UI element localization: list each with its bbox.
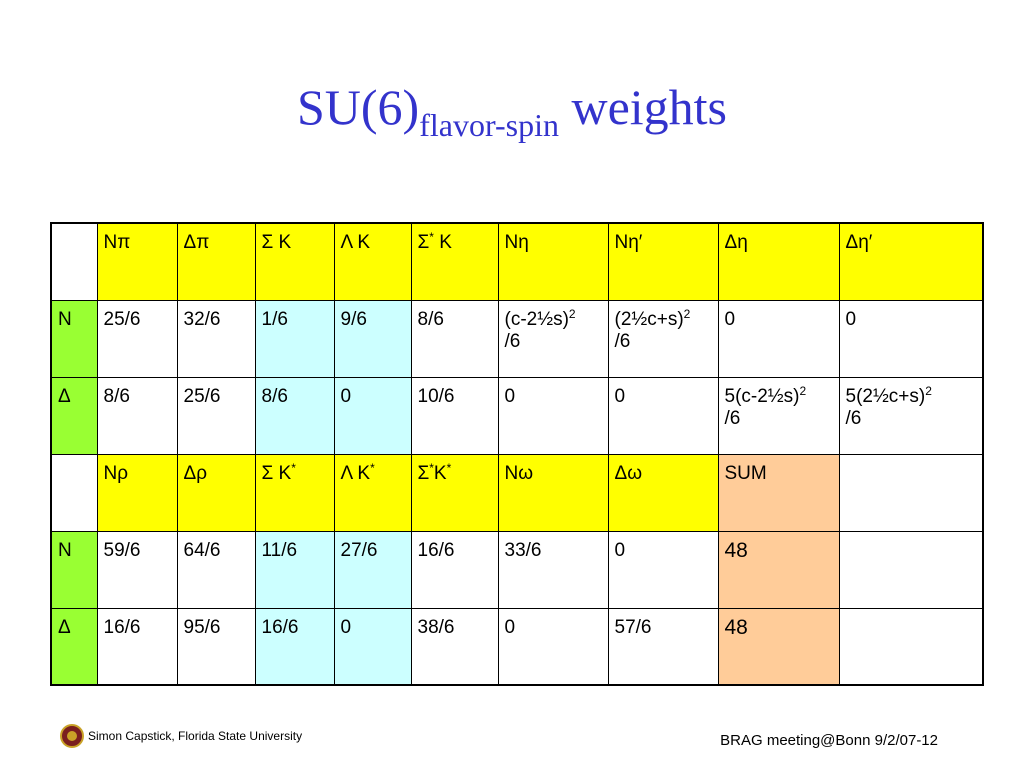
table-cell: 5(c-2½s)2/6 <box>717 376 840 455</box>
table-cell: Δη <box>717 222 840 301</box>
footer-left: Simon Capstick, Florida State University <box>60 724 302 748</box>
cell-text: Σ <box>417 462 430 484</box>
cell-sup: 2 <box>683 306 691 321</box>
table-cell: Nρ <box>96 453 178 532</box>
cell-text: /6 <box>845 407 862 429</box>
title-sub: flavor-spin <box>419 107 559 143</box>
cell-text: /6 <box>504 330 521 352</box>
table-cell: 0 <box>607 530 719 609</box>
cell-text: Λ K <box>340 462 371 484</box>
table-row: N 59/6 64/6 11/6 27/6 16/6 33/6 0 48 <box>50 530 984 609</box>
table-cell: Δπ <box>176 222 256 301</box>
table-cell <box>50 222 98 301</box>
table-cell: 0 <box>607 376 719 455</box>
table-cell: 8/6 <box>410 299 499 378</box>
table-row: Δ 8/6 25/6 8/6 0 10/6 0 0 5(c-2½s)2/6 5(2½c+s)2/6 <box>50 376 984 455</box>
table-cell: Δω <box>607 453 719 532</box>
table-cell: 25/6 <box>96 299 178 378</box>
cell-sup: 2 <box>799 383 807 398</box>
table-cell: Δρ <box>176 453 256 532</box>
table-cell: 8/6 <box>96 376 178 455</box>
table-cell <box>838 453 984 532</box>
table-cell: Nη′ <box>607 222 719 301</box>
cell-sup: * <box>291 460 296 475</box>
cell-text: (c-2½s) <box>504 308 569 330</box>
table-cell <box>838 530 984 609</box>
table-cell: Δ <box>50 607 98 686</box>
table-cell: 0 <box>497 376 609 455</box>
cell-text: /6 <box>724 407 741 429</box>
table-cell: 0 <box>497 607 609 686</box>
logo <box>60 724 84 748</box>
table-cell: 48 <box>717 530 840 609</box>
table-cell: Δη′ <box>838 222 984 301</box>
cell-text: K <box>433 462 447 484</box>
cell-text: Σ K <box>261 462 292 484</box>
cell-sup: * <box>429 460 434 475</box>
table-cell: 0 <box>333 376 412 455</box>
table-cell: 11/6 <box>254 530 335 609</box>
table-cell: 5(2½c+s)2/6 <box>838 376 984 455</box>
footer-author: Simon Capstick, Florida State University <box>88 729 303 743</box>
table-row: Δ 16/6 95/6 16/6 0 38/6 0 57/6 48 <box>50 607 984 686</box>
cell-text: K <box>433 232 452 253</box>
table-cell: 0 <box>717 299 840 378</box>
table-cell: Nη <box>497 222 609 301</box>
cell-sup: * <box>446 460 452 475</box>
table-cell: Nπ <box>96 222 178 301</box>
table-cell: 64/6 <box>176 530 256 609</box>
table-cell: 32/6 <box>176 299 256 378</box>
table-cell: 16/6 <box>254 607 335 686</box>
cell-text: /6 <box>614 330 631 352</box>
title-tail: weights <box>571 79 728 135</box>
table-cell: 33/6 <box>497 530 609 609</box>
table-cell: 57/6 <box>607 607 719 686</box>
table-cell: 9/6 <box>333 299 412 378</box>
table-cell: 27/6 <box>333 530 412 609</box>
cell-text: (2½c+s) <box>614 308 684 330</box>
table-cell: 16/6 <box>96 607 178 686</box>
table-cell: Δ <box>50 376 98 455</box>
table-cell: 10/6 <box>410 376 499 455</box>
table-cell: 8/6 <box>254 376 335 455</box>
table-row: N 25/6 32/6 1/6 9/6 8/6 (c-2½s)2/6 (2½c+s)2/6 0 0 <box>50 299 984 378</box>
table-cell: 0 <box>333 607 412 686</box>
table-cell: (c-2½s)2/6 <box>497 299 609 378</box>
table-cell: Σ K <box>254 222 335 301</box>
table-cell: 48 <box>717 607 840 686</box>
table-row: Nρ Δρ Σ K* Λ K* Σ*K* Nω Δω SUM <box>50 453 984 532</box>
table-cell: 16/6 <box>410 530 499 609</box>
cell-sup: 2 <box>568 306 576 321</box>
table-cell: Σ*K* <box>410 453 499 532</box>
cell-text: 5(c-2½s) <box>724 385 800 407</box>
table-cell: 59/6 <box>96 530 178 609</box>
title-main: SU(6) <box>296 79 420 135</box>
table-cell: 1/6 <box>254 299 335 378</box>
table-cell: 95/6 <box>176 607 256 686</box>
table-cell: Λ K <box>333 222 412 301</box>
table-cell: SUM <box>717 453 840 532</box>
table-cell: 0 <box>838 299 984 378</box>
table-cell: 25/6 <box>176 376 256 455</box>
cell-text: 5(2½c+s) <box>845 385 926 407</box>
footer-meeting: BRAG meeting@Bonn 9/2/07-12 <box>720 732 938 749</box>
table-cell: Σ K* <box>254 453 335 532</box>
table-cell: N <box>50 299 98 378</box>
table-cell: Λ K* <box>333 453 412 532</box>
table-cell: 38/6 <box>410 607 499 686</box>
table-cell: Nω <box>497 453 609 532</box>
cell-sup: 2 <box>925 383 932 398</box>
table-cell <box>838 607 984 686</box>
cell-sup: * <box>370 460 375 475</box>
title: SU(6)flavor-spin weights <box>0 78 1024 144</box>
table-cell: N <box>50 530 98 609</box>
cell-sup: * <box>429 230 434 244</box>
table-cell <box>50 453 98 532</box>
cell-text: Σ <box>417 232 430 253</box>
table-cell: (2½c+s)2/6 <box>607 299 719 378</box>
table-cell: Σ* K <box>410 222 499 301</box>
